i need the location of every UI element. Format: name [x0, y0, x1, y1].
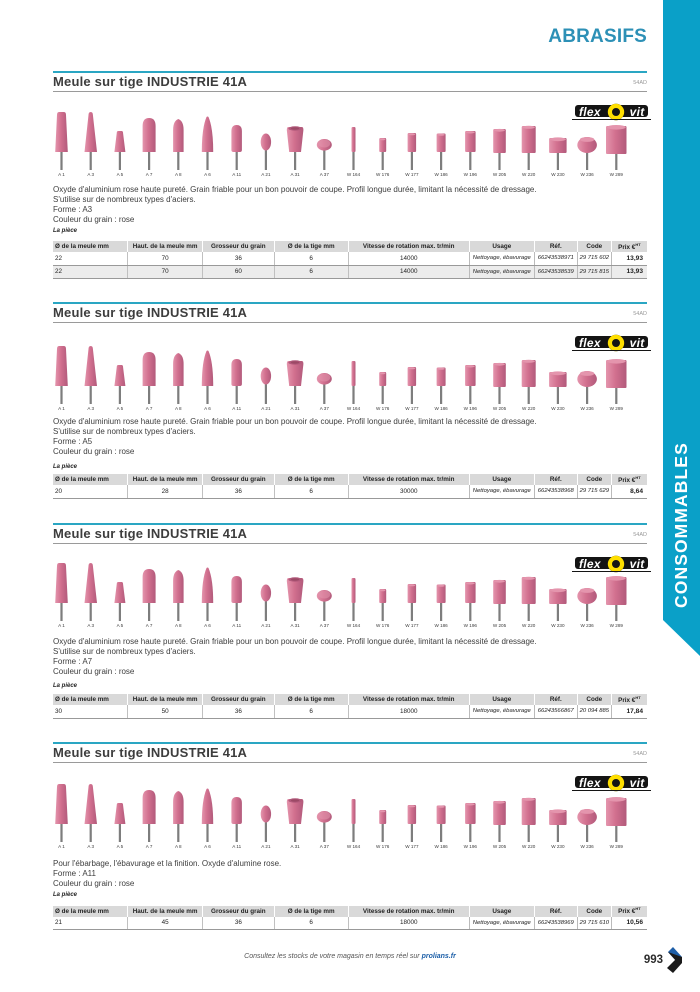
svg-text:A 3: A 3 [87, 844, 94, 849]
svg-text:W 164: W 164 [347, 623, 361, 628]
svg-text:W 177: W 177 [405, 172, 419, 177]
svg-text:W 236: W 236 [580, 406, 594, 411]
svg-text:A 37: A 37 [320, 406, 330, 411]
svg-text:W 220: W 220 [522, 623, 536, 628]
svg-text:A 37: A 37 [320, 172, 330, 177]
svg-text:W 196: W 196 [464, 844, 478, 849]
svg-text:A 21: A 21 [261, 623, 271, 628]
svg-text:A 1: A 1 [58, 844, 65, 849]
svg-text:W 230: W 230 [551, 844, 565, 849]
svg-text:W 205: W 205 [493, 406, 507, 411]
svg-text:W 176: W 176 [376, 406, 390, 411]
svg-text:A 7: A 7 [146, 172, 153, 177]
svg-text:W 289: W 289 [610, 406, 624, 411]
svg-text:A 31: A 31 [290, 623, 300, 628]
svg-text:A 3: A 3 [87, 623, 94, 628]
svg-text:A 8: A 8 [175, 844, 182, 849]
svg-text:W 205: W 205 [493, 844, 507, 849]
svg-text:A 37: A 37 [320, 623, 330, 628]
svg-text:A 6: A 6 [204, 623, 211, 628]
svg-text:W 164: W 164 [347, 406, 361, 411]
svg-text:W 220: W 220 [522, 406, 536, 411]
svg-text:W 177: W 177 [405, 623, 419, 628]
svg-text:W 230: W 230 [551, 623, 565, 628]
svg-text:W 164: W 164 [347, 844, 361, 849]
svg-text:W 205: W 205 [493, 623, 507, 628]
svg-text:A 3: A 3 [87, 406, 94, 411]
svg-text:A 1: A 1 [58, 623, 65, 628]
svg-text:W 164: W 164 [347, 172, 361, 177]
svg-text:A 31: A 31 [290, 406, 300, 411]
svg-text:A 31: A 31 [290, 172, 300, 177]
svg-text:A 8: A 8 [175, 172, 182, 177]
svg-text:W 177: W 177 [405, 844, 419, 849]
svg-text:W 186: W 186 [434, 623, 448, 628]
svg-text:A 7: A 7 [146, 406, 153, 411]
svg-text:A 5: A 5 [117, 623, 124, 628]
svg-text:A 21: A 21 [261, 172, 271, 177]
svg-text:A 21: A 21 [261, 406, 271, 411]
svg-text:W 230: W 230 [551, 406, 565, 411]
svg-text:W 220: W 220 [522, 172, 536, 177]
svg-text:A 5: A 5 [117, 172, 124, 177]
svg-text:A 8: A 8 [175, 406, 182, 411]
svg-text:A 1: A 1 [58, 406, 65, 411]
svg-text:A 7: A 7 [146, 623, 153, 628]
svg-text:A 21: A 21 [261, 844, 271, 849]
svg-text:A 6: A 6 [204, 844, 211, 849]
svg-text:A 11: A 11 [232, 172, 241, 177]
svg-text:A 11: A 11 [232, 844, 241, 849]
svg-text:A 5: A 5 [117, 844, 124, 849]
svg-text:W 230: W 230 [551, 172, 565, 177]
svg-text:A 11: A 11 [232, 406, 241, 411]
svg-text:A 6: A 6 [204, 172, 211, 177]
svg-text:W 236: W 236 [580, 172, 594, 177]
svg-text:W 186: W 186 [434, 844, 448, 849]
svg-text:A 11: A 11 [232, 623, 241, 628]
svg-text:W 205: W 205 [493, 172, 507, 177]
svg-text:W 289: W 289 [610, 623, 624, 628]
svg-text:A 5: A 5 [117, 406, 124, 411]
svg-text:W 176: W 176 [376, 844, 390, 849]
svg-text:W 196: W 196 [464, 406, 478, 411]
svg-text:A 31: A 31 [290, 844, 300, 849]
svg-text:W 236: W 236 [580, 623, 594, 628]
svg-text:A 6: A 6 [204, 406, 211, 411]
svg-text:W 196: W 196 [464, 623, 478, 628]
svg-text:A 8: A 8 [175, 623, 182, 628]
svg-text:A 1: A 1 [58, 172, 65, 177]
svg-text:W 220: W 220 [522, 844, 536, 849]
svg-text:W 196: W 196 [464, 172, 478, 177]
svg-text:A 7: A 7 [146, 844, 153, 849]
svg-text:W 289: W 289 [610, 172, 624, 177]
svg-text:W 236: W 236 [580, 844, 594, 849]
svg-text:A 3: A 3 [87, 172, 94, 177]
svg-text:W 176: W 176 [376, 623, 390, 628]
svg-text:W 186: W 186 [434, 172, 448, 177]
svg-text:W 289: W 289 [610, 844, 624, 849]
svg-text:A 37: A 37 [320, 844, 330, 849]
svg-text:W 177: W 177 [405, 406, 419, 411]
svg-text:W 176: W 176 [376, 172, 390, 177]
svg-text:W 186: W 186 [434, 406, 448, 411]
